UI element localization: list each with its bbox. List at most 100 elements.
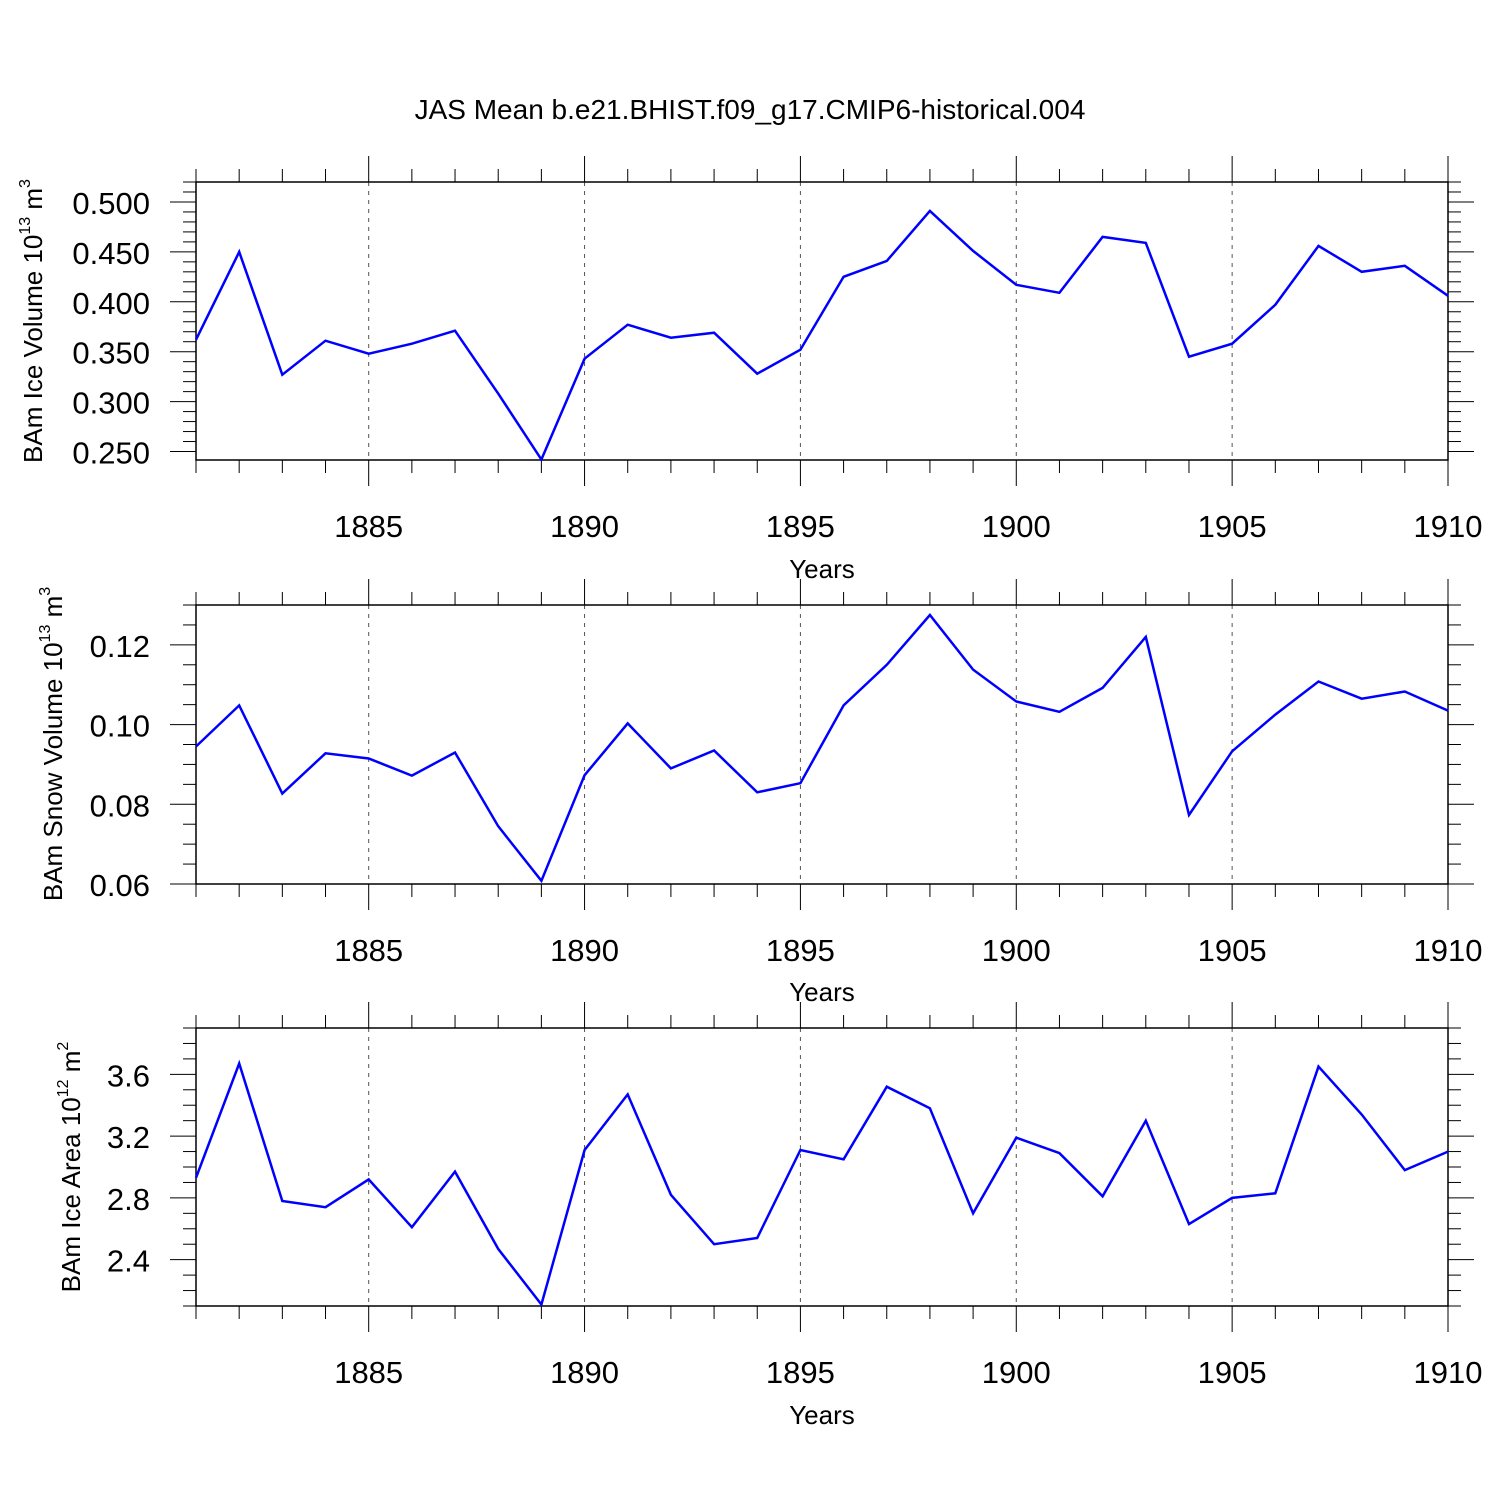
panel-ice-area: 2.4 2.8 3.2 3.6 1885 1890 1895 1900 1905 1910 Year… bbox=[55, 1002, 1482, 1430]
data-point bbox=[1317, 1066, 1319, 1068]
data-point bbox=[929, 614, 931, 616]
data-point bbox=[799, 349, 801, 351]
x-tick-label: 1895 bbox=[766, 1355, 835, 1390]
data-point bbox=[843, 1158, 845, 1160]
x-tick-label: 1905 bbox=[1198, 933, 1267, 968]
data-point bbox=[1447, 295, 1449, 297]
data-point bbox=[972, 1212, 974, 1214]
data-point bbox=[627, 1093, 629, 1095]
data-point bbox=[411, 343, 413, 345]
x-tick-label: 1890 bbox=[550, 933, 619, 968]
x-tick-label: 1890 bbox=[550, 509, 619, 544]
x-tick-label: 1910 bbox=[1414, 933, 1483, 968]
data-point bbox=[1274, 714, 1276, 716]
data-point bbox=[1058, 292, 1060, 294]
data-point bbox=[368, 1178, 370, 1180]
data-point bbox=[670, 1194, 672, 1196]
x-tick-label: 1895 bbox=[766, 933, 835, 968]
data-point bbox=[799, 1149, 801, 1151]
data-point bbox=[1145, 242, 1147, 244]
y-tick-label: 3.2 bbox=[107, 1120, 150, 1155]
data-point bbox=[1231, 343, 1233, 345]
data-point bbox=[1404, 690, 1406, 692]
data-point bbox=[713, 749, 715, 751]
data-point bbox=[1058, 1152, 1060, 1154]
x-tick-label: 1900 bbox=[982, 509, 1051, 544]
data-point bbox=[584, 1149, 586, 1151]
data-point bbox=[325, 752, 327, 754]
panel-snow-volume: 0.06 0.08 0.10 0.12 1885 1890 1895 1900 1905 1910… bbox=[37, 579, 1482, 1007]
chart-title: JAS Mean b.e21.BHIST.f09_g17.CMIP6-histo… bbox=[415, 94, 1086, 125]
data-point bbox=[1404, 265, 1406, 267]
y-tick-label: 0.10 bbox=[90, 709, 150, 744]
y-tick-label: 0.400 bbox=[72, 286, 150, 321]
y-tick-label: 0.350 bbox=[72, 336, 150, 371]
data-point bbox=[1404, 1169, 1406, 1171]
data-point bbox=[1274, 1192, 1276, 1194]
x-tick-label: 1885 bbox=[334, 509, 403, 544]
data-point bbox=[886, 664, 888, 666]
data-point bbox=[799, 782, 801, 784]
x-tick-label: 1910 bbox=[1414, 509, 1483, 544]
y-tick-label: 0.450 bbox=[72, 236, 150, 271]
y-tick-label: 2.4 bbox=[107, 1244, 150, 1279]
data-point bbox=[325, 1206, 327, 1208]
data-point bbox=[411, 1226, 413, 1228]
series-line bbox=[195, 613, 1449, 884]
data-point bbox=[756, 373, 758, 375]
x-tick-label: 1900 bbox=[982, 933, 1051, 968]
data-point bbox=[281, 374, 283, 376]
data-point bbox=[929, 1107, 931, 1109]
data-point bbox=[540, 459, 542, 461]
y-axis-label: BAm Snow Volume 1013 m3 bbox=[37, 587, 68, 901]
data-point bbox=[1145, 1120, 1147, 1122]
data-point bbox=[1447, 1151, 1449, 1153]
data-point bbox=[497, 1248, 499, 1250]
y-tick-label: 0.08 bbox=[90, 788, 150, 823]
panel-ice-volume: 0.250 0.300 0.350 0.400 0.450 0.500 1885 1890 18… bbox=[17, 156, 1482, 584]
data-point bbox=[1145, 636, 1147, 638]
data-point bbox=[627, 722, 629, 724]
x-tick-label: 1885 bbox=[334, 1355, 403, 1390]
data-point bbox=[1447, 710, 1449, 712]
data-point bbox=[238, 1063, 240, 1065]
y-tick-label: 0.500 bbox=[72, 186, 150, 221]
data-point bbox=[1102, 687, 1104, 689]
data-point bbox=[843, 704, 845, 706]
data-point bbox=[195, 1177, 197, 1179]
data-point bbox=[454, 1171, 456, 1173]
y-axis-label: BAm Ice Volume 1013 m3 bbox=[17, 179, 48, 463]
data-point bbox=[195, 745, 197, 747]
data-point bbox=[1317, 245, 1319, 247]
data-point bbox=[886, 260, 888, 262]
y-tick-label: 0.250 bbox=[72, 436, 150, 471]
data-point bbox=[195, 339, 197, 341]
data-point bbox=[886, 1086, 888, 1088]
y-tick-label: 0.300 bbox=[72, 386, 150, 421]
data-point bbox=[1188, 1223, 1190, 1225]
data-point bbox=[325, 340, 327, 342]
data-point bbox=[1188, 356, 1190, 358]
data-point bbox=[972, 669, 974, 671]
data-point bbox=[1188, 814, 1190, 816]
data-point bbox=[584, 774, 586, 776]
data-point bbox=[1361, 698, 1363, 700]
data-point bbox=[929, 210, 931, 212]
plot-frame bbox=[195, 181, 1449, 461]
data-point bbox=[540, 880, 542, 882]
data-point bbox=[1058, 711, 1060, 713]
series-line bbox=[194, 1059, 1449, 1308]
data-point bbox=[843, 276, 845, 278]
x-tick-label: 1885 bbox=[334, 933, 403, 968]
data-point bbox=[540, 1303, 542, 1305]
x-tick-label: 1890 bbox=[550, 1355, 619, 1390]
data-point bbox=[1274, 304, 1276, 306]
data-point bbox=[411, 775, 413, 777]
data-point bbox=[1015, 284, 1017, 286]
data-point bbox=[670, 337, 672, 339]
data-point bbox=[1102, 236, 1104, 238]
x-tick-label: 1905 bbox=[1198, 509, 1267, 544]
data-point bbox=[1015, 700, 1017, 702]
x-tick-label: 1910 bbox=[1414, 1355, 1483, 1390]
